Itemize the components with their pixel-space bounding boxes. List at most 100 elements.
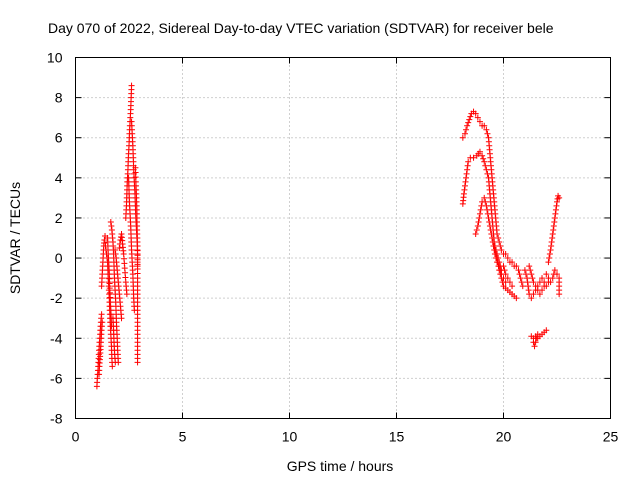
data-point (532, 339, 539, 346)
data-point (548, 243, 555, 250)
data-point (552, 206, 559, 213)
data-point (554, 198, 560, 205)
data-point (116, 245, 123, 252)
data-point (128, 82, 135, 89)
data-point (475, 218, 482, 225)
data-point (108, 222, 115, 229)
data-point (524, 275, 531, 282)
data-point (528, 295, 535, 302)
data-point (547, 247, 554, 254)
data-point (513, 295, 520, 302)
x-tick-label: 10 (282, 429, 298, 445)
data-point (470, 154, 477, 161)
data-point (500, 263, 507, 270)
data-point (525, 283, 532, 290)
data-point (488, 230, 495, 237)
data-point (479, 152, 486, 159)
data-point (529, 275, 536, 282)
data-point (118, 315, 125, 322)
data-point (525, 287, 532, 294)
data-point (489, 235, 496, 241)
data-point (521, 267, 528, 274)
data-point (473, 226, 480, 233)
data-point (461, 186, 468, 193)
data-point (539, 287, 546, 294)
x-axis-title: GPS time / hours (287, 458, 394, 474)
data-point (532, 283, 539, 290)
data-point (494, 251, 501, 258)
data-point (493, 247, 500, 254)
data-point (466, 116, 473, 123)
data-point (483, 126, 490, 133)
data-point (463, 174, 470, 181)
data-point (546, 255, 553, 262)
data-point (463, 170, 470, 177)
data-point (556, 291, 563, 298)
data-point (464, 162, 471, 169)
data-point (518, 279, 525, 286)
data-point (528, 271, 535, 278)
data-point (465, 119, 472, 126)
data-point (484, 206, 491, 213)
x-tick-label: 25 (603, 429, 619, 445)
y-tick-label: 8 (55, 90, 63, 106)
data-point (480, 155, 487, 162)
data-point (531, 343, 538, 350)
data-point (123, 291, 130, 298)
y-tick-label: -6 (50, 370, 63, 386)
data-point (472, 230, 479, 237)
data-point (504, 255, 511, 262)
data-point (481, 122, 488, 129)
data-point (109, 363, 116, 370)
data-point (476, 210, 483, 217)
data-point (547, 279, 554, 286)
data-point (513, 263, 520, 270)
data-point (464, 166, 471, 173)
data-point (496, 239, 503, 246)
data-point (486, 218, 493, 225)
data-point (527, 267, 534, 274)
data-point (498, 247, 505, 254)
data-point (472, 110, 479, 117)
data-point (551, 214, 558, 221)
data-point (99, 319, 106, 326)
x-tick-label: 20 (496, 429, 512, 445)
data-point (484, 210, 491, 217)
data-point (530, 279, 537, 286)
data-point (134, 359, 141, 366)
data-point (534, 331, 541, 338)
data-point (548, 239, 555, 246)
data-point (467, 113, 474, 120)
data-point (481, 158, 488, 165)
data-point (485, 214, 492, 221)
data-point (543, 283, 550, 290)
data-point (496, 259, 503, 266)
data-points (93, 82, 563, 390)
data-point (474, 114, 481, 121)
y-tick-label: -4 (50, 330, 63, 346)
data-point (462, 178, 469, 185)
data-point (460, 190, 467, 197)
data-point (483, 202, 490, 209)
data-point (461, 130, 468, 137)
data-point (549, 230, 556, 237)
data-point (112, 251, 119, 258)
data-point (464, 122, 471, 129)
data-point (502, 251, 509, 258)
data-point (556, 194, 563, 201)
data-point (494, 230, 501, 237)
data-point (461, 182, 468, 189)
y-tick-label: 6 (55, 130, 63, 146)
data-point (551, 267, 558, 274)
data-point (509, 283, 516, 290)
data-point (539, 275, 546, 282)
data-point (524, 279, 531, 286)
data-point (543, 327, 550, 334)
data-point (551, 218, 558, 225)
data-point (489, 239, 496, 246)
y-tick-label: -8 (50, 411, 63, 427)
y-tick-label: -2 (50, 290, 63, 306)
y-tick-label: 4 (55, 170, 63, 186)
data-point (550, 226, 557, 233)
